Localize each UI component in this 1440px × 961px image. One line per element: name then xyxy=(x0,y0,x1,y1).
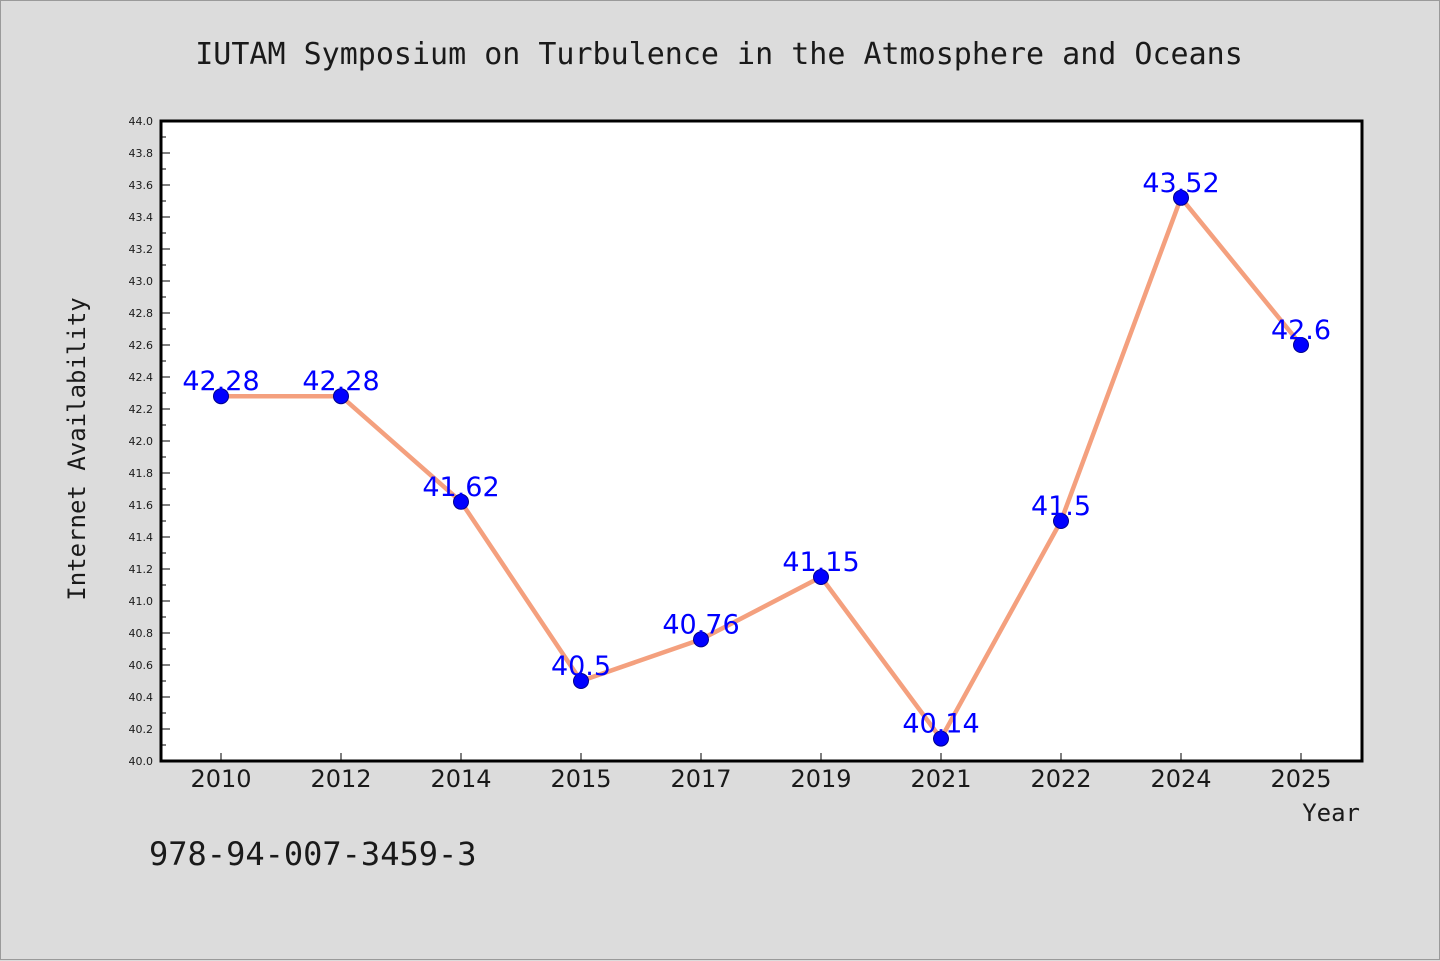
y-tick-label: 40.8 xyxy=(129,627,154,640)
data-point xyxy=(453,493,469,510)
y-tick-label: 41.2 xyxy=(129,563,154,576)
data-label: 43.52 xyxy=(1142,168,1219,199)
y-tick-label: 41.8 xyxy=(129,467,154,480)
chart-title: IUTAM Symposium on Turbulence in the Atm… xyxy=(195,37,1243,72)
x-tick-label: 2021 xyxy=(910,765,971,793)
series-line xyxy=(221,195,1303,741)
data-point xyxy=(693,631,709,648)
data-point xyxy=(333,388,349,405)
data-label: 42.6 xyxy=(1271,315,1331,346)
data-point xyxy=(1293,337,1309,353)
x-tick-label: 2017 xyxy=(670,765,731,793)
y-tick-label: 43.2 xyxy=(129,243,154,256)
y-tick-label: 40.0 xyxy=(129,755,154,768)
y-tick-label: 40.6 xyxy=(129,659,154,672)
y-axis: 40.0 40.2 40.4 40.6 40.8 41.0 41.2 41.4 41.6 41.8… xyxy=(129,115,170,768)
y-tick-label: 44.0 xyxy=(129,115,154,128)
x-tick-label: 2014 xyxy=(430,765,491,793)
y-tick-label: 43.8 xyxy=(129,147,154,160)
x-axis-label: Year xyxy=(1302,799,1360,827)
x-axis: 2010 2012 2014 2015 2017 2019 2021 2022 2024 2025 xyxy=(190,753,1332,793)
data-point xyxy=(213,388,229,405)
data-point xyxy=(573,673,589,689)
x-tick-label: 2025 xyxy=(1270,765,1331,793)
y-tick-label: 42.0 xyxy=(129,435,154,448)
x-tick-label: 2012 xyxy=(310,765,371,793)
plot-area xyxy=(161,121,1362,761)
y-tick-label: 41.4 xyxy=(129,531,154,544)
data-label: 40.14 xyxy=(902,709,979,740)
data-label: 40.5 xyxy=(551,651,611,682)
data-label: 41.62 xyxy=(422,472,499,503)
x-tick-label: 2019 xyxy=(790,765,851,793)
plot-border xyxy=(159,119,1364,763)
y-tick-label: 42.8 xyxy=(129,307,154,320)
data-points xyxy=(213,189,1309,747)
data-label: 42.28 xyxy=(302,366,379,397)
data-point xyxy=(1173,189,1189,206)
data-point xyxy=(1053,513,1069,529)
x-tick-label: 2010 xyxy=(190,765,251,793)
x-tick-label: 2015 xyxy=(550,765,611,793)
data-label: 41.15 xyxy=(782,547,859,578)
y-tick-label: 43.4 xyxy=(129,211,154,224)
data-labels: 42.28 42.28 41.62 40.5 40.76 41.15 40.14 41.5 43… xyxy=(182,168,1331,740)
data-point xyxy=(813,569,829,585)
y-tick-label: 43.6 xyxy=(129,179,154,192)
y-tick-label: 42.2 xyxy=(129,403,154,416)
isbn-text: 978-94-007-3459-3 xyxy=(149,835,477,873)
x-tick-label: 2022 xyxy=(1030,765,1091,793)
y-tick-label: 41.0 xyxy=(129,595,154,608)
y-tick-label: 40.2 xyxy=(129,723,154,736)
y-tick-label: 43.0 xyxy=(129,275,154,288)
x-tick-label: 2024 xyxy=(1150,765,1211,793)
y-tick-label: 42.4 xyxy=(129,371,154,384)
data-label: 41.5 xyxy=(1031,491,1091,522)
y-tick-label: 42.6 xyxy=(129,339,154,352)
y-axis-label: Internet Availability xyxy=(63,297,91,600)
data-point xyxy=(933,730,949,747)
data-label: 42.28 xyxy=(182,366,259,397)
data-label: 40.76 xyxy=(662,609,739,640)
y-tick-label: 41.6 xyxy=(129,499,154,512)
y-tick-label: 40.4 xyxy=(129,691,154,704)
